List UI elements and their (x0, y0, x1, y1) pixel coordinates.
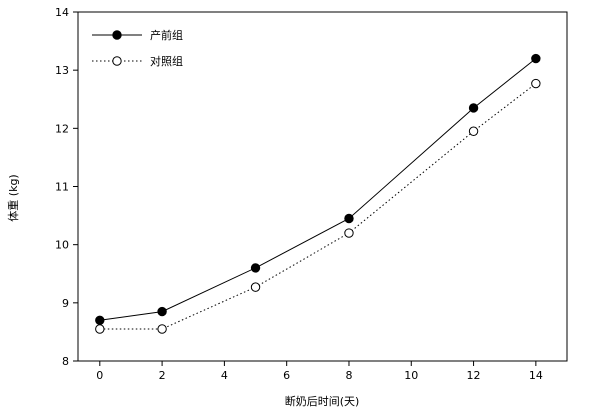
x-axis: 0 2 4 6 8 10 12 14 (96, 361, 543, 382)
y-axis-label: 体重 (kg) (6, 174, 20, 221)
y-tick-label: 14 (55, 6, 69, 19)
x-tick-label: 8 (345, 369, 352, 382)
series-2-point (344, 228, 354, 238)
series-line-2 (99, 83, 537, 330)
legend-label-1: 产前组 (150, 28, 183, 42)
x-tick-label: 10 (404, 369, 418, 382)
y-tick-label: 10 (55, 239, 69, 252)
series-2-point (95, 324, 105, 334)
series-2-point (250, 282, 261, 292)
y-tick-label: 13 (55, 64, 69, 77)
series-line-1 (99, 58, 537, 321)
x-tick-label: 14 (529, 369, 543, 382)
series-1-point (157, 306, 167, 317)
series-2-point (468, 126, 479, 136)
x-tick-label: 0 (96, 369, 103, 382)
x-tick-label: 6 (283, 369, 290, 382)
series-1-point (531, 53, 541, 64)
series-1-point (468, 103, 479, 113)
legend-marker-2 (112, 56, 122, 66)
legend-marker-1 (112, 30, 122, 40)
series-1-point (344, 213, 354, 224)
x-tick-label: 4 (221, 369, 228, 382)
y-axis: 8 9 10 11 12 13 14 (55, 6, 78, 368)
y-tick-label: 9 (62, 297, 69, 310)
series-1-point (250, 263, 261, 273)
series-layer (95, 53, 541, 334)
series-1-point (95, 315, 105, 325)
series-2-point (531, 78, 541, 89)
series-2-point (157, 324, 167, 334)
y-tick-label: 11 (55, 181, 69, 194)
x-axis-label: 断奶后时间(天) (285, 394, 360, 408)
y-tick-label: 12 (55, 122, 69, 135)
legend-label-2: 对照组 (150, 54, 183, 68)
x-tick-label: 2 (159, 369, 166, 382)
x-tick-label: 12 (467, 369, 481, 382)
y-tick-label: 8 (62, 355, 69, 368)
